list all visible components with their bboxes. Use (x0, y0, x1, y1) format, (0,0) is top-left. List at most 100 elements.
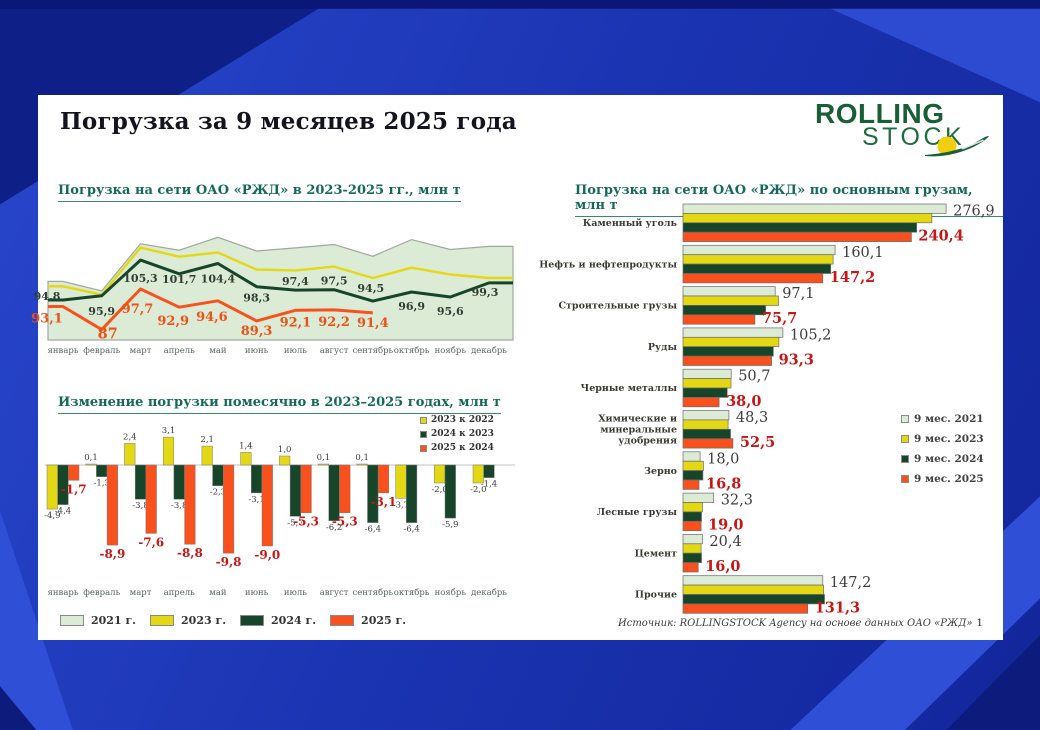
legend-label: 9 мес. 2024 (914, 453, 984, 465)
rollingstock-logo: ROLLING STOCK (815, 100, 989, 157)
month-label: апрель (164, 588, 196, 598)
bar-9 мес. 2021 (682, 244, 836, 256)
month-label: сентябрь (352, 587, 393, 598)
value-label-2021: 147,2 (830, 575, 872, 591)
value-label: 1,0 (278, 445, 292, 455)
legend-item-2023-2022: 2023 к 2022 (420, 415, 494, 425)
value-label-2025: 38,0 (726, 393, 761, 410)
value-label-2024: 104,4 (201, 273, 236, 286)
legend-swatch-2024 (240, 615, 265, 626)
bar-9 мес. 2025 (682, 520, 702, 532)
value-label-2021: 48,3 (736, 410, 768, 426)
value-label: -1,7 (61, 482, 87, 496)
bar-9 мес. 2024 (682, 387, 728, 398)
month-label: июль (284, 588, 307, 598)
category-label: Каменный уголь (583, 218, 678, 229)
legend-item-2024-2023: 2024 к 2023 (420, 429, 494, 439)
bar-9 мес. 2023 (682, 378, 732, 389)
month-label: декабрь (471, 587, 507, 598)
month-label: август (320, 346, 349, 356)
value-label: -3,8 (132, 501, 148, 511)
month-label: ноябрь (435, 345, 467, 356)
bar-9 мес. 2024 (682, 305, 766, 316)
value-label-2021: 97,1 (782, 286, 814, 302)
month-label: июнь (245, 588, 269, 598)
month-label: ноябрь (435, 587, 467, 598)
bar-2024 к 2023 (444, 464, 456, 519)
value-label: -4,9 (44, 511, 60, 521)
month-label: июнь (245, 346, 269, 356)
value-label: -2,0 (470, 485, 486, 495)
bar-9 мес. 2023 (682, 584, 824, 595)
chart3-horizontal-bar-chart: Каменный уголь 276,9 240,4 Нефть и нефтепро… (539, 204, 994, 617)
legend-label: 2023 к 2022 (431, 415, 494, 425)
legend-swatch-2023 (150, 615, 175, 626)
bar-2025 к 2024 (377, 464, 390, 494)
bar-2023 к 2022 (124, 443, 136, 466)
value-label: -5,3 (293, 515, 319, 529)
page-number: 1 (976, 617, 983, 629)
bar-9 мес. 2025 (682, 355, 772, 366)
legend-label: 9 мес. 2021 (914, 413, 984, 425)
value-label-2024: 94,8 (34, 290, 61, 303)
value-label: -6,4 (365, 525, 381, 535)
bar-9 мес. 2021 (682, 534, 703, 545)
years-legend: 2021 г. 2023 г. 2024 г. 2025 г. (60, 614, 406, 627)
category-label: Черные металлы (581, 383, 678, 394)
legend-swatch-2023 (420, 416, 427, 424)
bar-2024 к 2023 (134, 464, 147, 500)
bar-9 мес. 2023 (682, 254, 834, 265)
value-label-2025: 89,3 (241, 324, 273, 339)
bar-9 мес. 2023 (682, 543, 702, 554)
bar-9 мес. 2021 (682, 492, 715, 503)
value-label-2025: 93,1 (31, 312, 63, 327)
chart1-title: Погрузка на сети ОАО «РЖД» в 2023-2025 г… (58, 183, 461, 202)
bar-2023 к 2022 (356, 463, 368, 466)
value-label-2021: 20,4 (709, 534, 741, 550)
bar-9 мес. 2021 (682, 327, 784, 338)
bar-2024 к 2023 (289, 464, 301, 517)
bar-9 мес. 2023 (682, 213, 933, 224)
slide-title: Погрузка за 9 месяцев 2025 года (60, 108, 517, 135)
value-label: -6,2 (326, 523, 342, 533)
bar-2025 к 2024 (261, 464, 273, 547)
value-label-2025: 19,0 (708, 517, 743, 534)
bar-9 мес. 2025 (682, 562, 699, 573)
value-label-2025: 16,8 (706, 475, 741, 492)
value-label-2025: 92,2 (318, 315, 350, 330)
bar-9 мес. 2025 (682, 314, 756, 325)
month-label: декабрь (471, 345, 507, 356)
value-label: 3,1 (162, 426, 176, 436)
logo-train-icon (925, 136, 989, 157)
value-label: -4,4 (55, 507, 71, 517)
legend-label: 9 мес. 2023 (914, 433, 984, 445)
value-label: -9,8 (216, 555, 242, 569)
value-label: 2,1 (200, 435, 214, 445)
bar-9 мес. 2023 (682, 460, 704, 471)
month-label: март (130, 588, 152, 598)
bar-2025 к 2024 (106, 464, 118, 546)
value-label-2021: 18,0 (707, 451, 739, 467)
bar-2024 к 2023 (328, 464, 340, 522)
bar-9 мес. 2021 (682, 451, 701, 462)
bar-9 мес. 2025 (682, 438, 734, 449)
bar-2025 к 2024 (184, 464, 196, 545)
line-2023 г. (48, 246, 513, 296)
value-label-2024: 105,3 (123, 272, 157, 285)
bar-9 мес. 2024 (682, 470, 704, 481)
value-label: -5,9 (442, 520, 458, 530)
value-label: -9,0 (254, 548, 280, 562)
category-label: Руды (648, 342, 678, 353)
month-label: январь (48, 588, 79, 598)
bar-9 мес. 2025 (682, 231, 912, 242)
bar-9 мес. 2025 (682, 603, 809, 614)
value-label-2025: 240,4 (918, 228, 963, 245)
legend-swatch-2021 (901, 415, 909, 423)
value-label-2024: 96,9 (398, 300, 425, 313)
legend-swatch-2021 (60, 615, 84, 626)
category-label: Зерно (644, 466, 677, 477)
category-label: Химические и минеральные удобрения (598, 414, 677, 447)
bar-9 мес. 2021 (682, 368, 732, 379)
bar-9 мес. 2025 (682, 397, 720, 408)
legend-label: 2024 г. (271, 614, 317, 627)
